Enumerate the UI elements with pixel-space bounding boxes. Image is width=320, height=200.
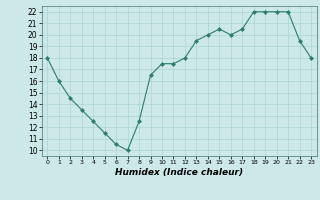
X-axis label: Humidex (Indice chaleur): Humidex (Indice chaleur)	[115, 168, 243, 177]
